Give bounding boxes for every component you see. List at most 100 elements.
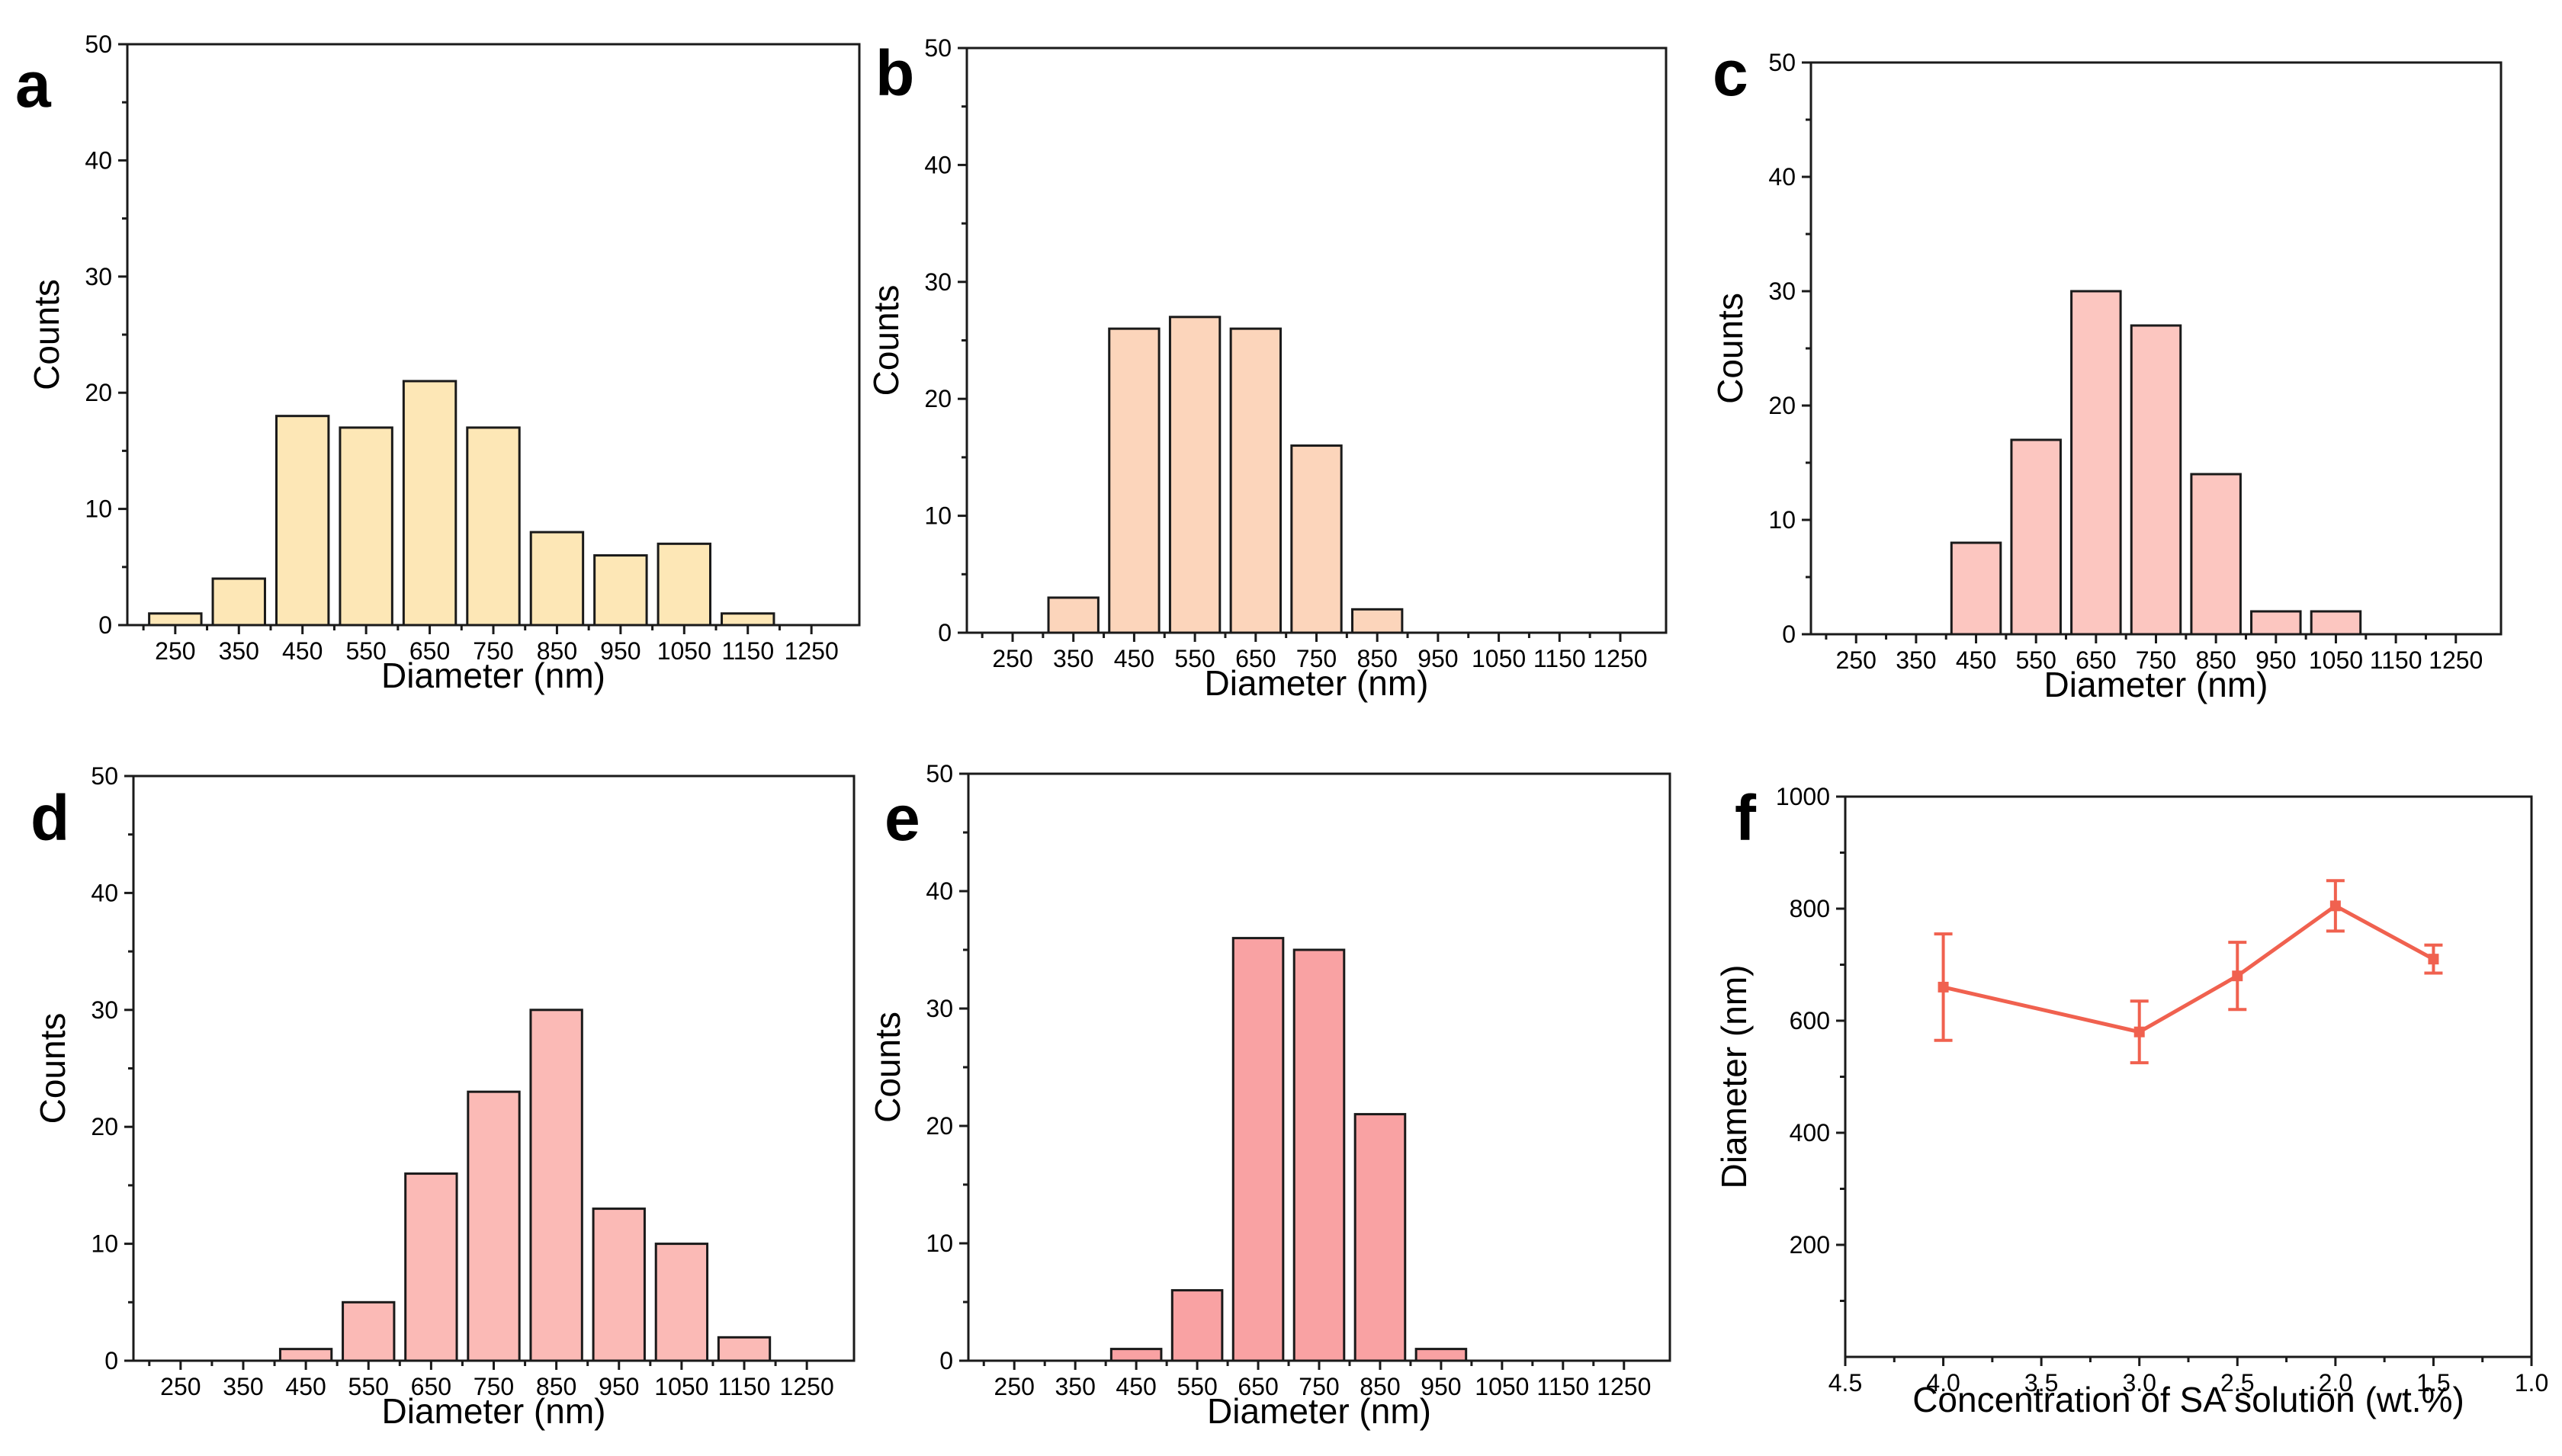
y-tick-label: 50 <box>924 34 952 62</box>
x-tick-label: 350 <box>219 637 259 665</box>
x-tick-label: 350 <box>1053 645 1093 672</box>
y-tick-label: 0 <box>1782 621 1796 648</box>
y-tick-label: 10 <box>924 502 952 530</box>
x-axis-label: Diameter (nm) <box>382 1391 606 1431</box>
x-tick-label: 250 <box>1836 646 1877 674</box>
bar-450 <box>1108 327 1161 634</box>
y-axis-label: Counts <box>27 279 66 390</box>
data-point <box>2428 954 2439 965</box>
y-tick-label: 20 <box>926 1112 953 1140</box>
y-tick-label: 30 <box>1768 277 1796 305</box>
y-tick-label: 50 <box>926 760 953 787</box>
y-tick-label: 40 <box>926 877 953 905</box>
panel-letter: c <box>1713 37 1748 109</box>
y-tick-label: 600 <box>1790 1007 1830 1034</box>
data-point <box>2133 1026 2145 1037</box>
x-tick-label: 650 <box>1235 645 1276 672</box>
x-tick-label: 1250 <box>785 637 839 665</box>
y-tick-label: 0 <box>98 611 112 639</box>
x-tick-label: 750 <box>2136 646 2176 674</box>
x-tick-label: 850 <box>537 637 577 665</box>
y-tick-label: 1000 <box>1776 783 1830 810</box>
x-tick-label: 1250 <box>2429 646 2483 674</box>
x-tick-label: 750 <box>474 1373 514 1400</box>
x-tick-label: 450 <box>285 1373 326 1400</box>
bar-650 <box>1231 937 1285 1362</box>
x-tick-label: 650 <box>2076 646 2116 674</box>
x-tick-label: 450 <box>1956 646 1996 674</box>
x-tick-label: 4.0 <box>1926 1369 1960 1397</box>
bar-450 <box>1109 1348 1163 1362</box>
x-axis-label: Concentration of SA solution (wt.%) <box>1912 1380 2464 1419</box>
bar-250 <box>148 612 203 627</box>
bar-950 <box>1414 1348 1468 1362</box>
panel-d: d 0 10 20 30 40 50 Diameter (nm) Counts 250 350 450… <box>30 762 856 1431</box>
data-point <box>1938 981 1949 993</box>
bar-1050 <box>654 1243 709 1362</box>
y-tick-label: 20 <box>1768 392 1796 419</box>
data-point <box>2329 900 2341 912</box>
x-tick-label: 450 <box>282 637 323 665</box>
y-tick-label: 0 <box>939 1347 953 1374</box>
bar-650 <box>402 380 458 627</box>
y-tick-label: 10 <box>926 1230 953 1257</box>
bar-950 <box>593 554 648 627</box>
x-tick-label: 650 <box>411 1373 451 1400</box>
y-axis-label: Counts <box>868 1012 907 1123</box>
y-tick-label: 10 <box>85 495 112 523</box>
y-tick-label: 10 <box>1768 506 1796 534</box>
bar-850 <box>529 531 585 627</box>
bar-650 <box>2070 290 2122 636</box>
y-tick-label: 50 <box>85 30 112 58</box>
x-tick-label: 1050 <box>1475 1373 1529 1400</box>
x-axis-label: Diameter (nm) <box>1205 663 1429 703</box>
y-tick-label: 10 <box>91 1230 118 1258</box>
x-axis-label: Diameter (nm) <box>381 656 605 695</box>
x-axis-label: Diameter (nm) <box>2044 665 2268 704</box>
x-tick-label: 250 <box>155 637 195 665</box>
x-tick-label: 4.5 <box>1828 1369 1862 1397</box>
bar-450 <box>1950 541 2002 636</box>
x-tick-label: 1150 <box>721 637 774 665</box>
x-tick-label: 950 <box>2255 646 2296 674</box>
y-axis-label: Counts <box>33 1013 72 1124</box>
bar-750 <box>1292 948 1346 1362</box>
y-tick-label: 40 <box>85 146 112 174</box>
x-tick-label: 1050 <box>654 1373 708 1400</box>
bar-450 <box>274 415 330 627</box>
series-line <box>1943 903 2435 1034</box>
panel-e: e 0 10 20 30 40 50 Diameter (nm) Counts 250 350 450… <box>868 760 1671 1431</box>
x-tick-label: 350 <box>1055 1373 1095 1400</box>
plot-frame <box>1844 795 2533 1358</box>
bar-550 <box>339 426 393 627</box>
x-tick-label: 550 <box>1177 1373 1217 1400</box>
x-tick-label: 750 <box>1299 1373 1339 1400</box>
x-tick-label: 750 <box>473 637 513 665</box>
bar-950 <box>2250 610 2302 636</box>
y-tick-label: 800 <box>1790 895 1830 922</box>
y-tick-label: 30 <box>85 263 112 290</box>
x-tick-label: 950 <box>600 637 640 665</box>
bar-550 <box>1168 316 1222 634</box>
x-tick-label: 350 <box>1896 646 1936 674</box>
y-tick-label: 30 <box>91 996 118 1024</box>
panel-letter: a <box>15 49 52 120</box>
y-axis-label: Counts <box>1710 293 1750 404</box>
x-tick-label: 650 <box>409 637 450 665</box>
x-tick-label: 450 <box>1114 645 1154 672</box>
y-axis-label: Counts <box>866 285 906 396</box>
x-tick-label: 450 <box>1116 1373 1156 1400</box>
x-tick-label: 550 <box>348 1373 389 1400</box>
bar-750 <box>466 426 521 627</box>
x-tick-label: 250 <box>992 645 1032 672</box>
bar-1150 <box>717 1336 772 1362</box>
y-axis-label: Diameter (nm) <box>1714 965 1754 1189</box>
panel-letter: f <box>1735 782 1757 854</box>
y-tick-label: 20 <box>91 1113 118 1140</box>
panel-letter: b <box>875 37 914 109</box>
x-axis-label: Diameter (nm) <box>1207 1391 1431 1431</box>
y-tick-label: 40 <box>924 151 952 178</box>
y-tick-label: 50 <box>1768 49 1796 76</box>
data-point <box>2232 970 2243 982</box>
